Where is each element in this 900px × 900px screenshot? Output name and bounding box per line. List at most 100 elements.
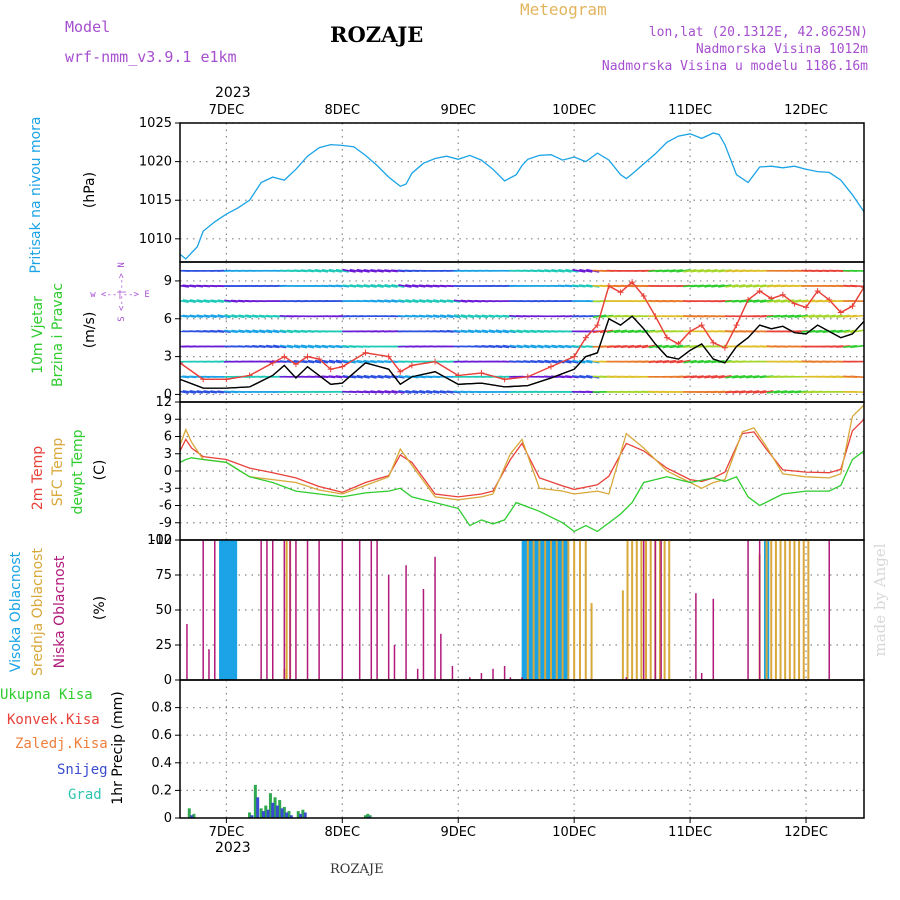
- wind-arrow: [704, 284, 718, 288]
- wind-arrow: [231, 329, 245, 334]
- bar: [668, 540, 671, 680]
- year-top: 2023: [215, 85, 251, 101]
- wind-arrow: [613, 329, 628, 334]
- wind-arrow: [627, 329, 642, 334]
- wind-arrow: [259, 329, 273, 334]
- wind-arrow: [599, 314, 614, 318]
- bar: [621, 590, 624, 680]
- bar: [640, 540, 643, 680]
- bar: [565, 540, 569, 680]
- wind-arrow: [251, 344, 266, 349]
- wind-arrow: [398, 284, 412, 288]
- bar: [273, 797, 277, 818]
- wind-arrow: [752, 299, 767, 303]
- wind-arrow: [335, 375, 350, 379]
- x-tick-label-bottom: 9DEC: [440, 825, 476, 840]
- bar: [260, 540, 262, 680]
- wind-arrow: [398, 299, 412, 303]
- bar: [658, 540, 661, 680]
- wind-arrow: [321, 359, 336, 364]
- series-line-0: [180, 132, 864, 260]
- y-tick-label: 3: [164, 447, 172, 462]
- wind-arrow: [752, 390, 767, 394]
- wind-arrow: [725, 284, 739, 288]
- y-tick-label: 6: [164, 312, 172, 327]
- bar: [434, 556, 436, 680]
- wind-arrow: [460, 314, 475, 319]
- wind-arrow: [180, 299, 189, 304]
- y-tick-label: 0.4: [151, 756, 172, 771]
- wind-arrow: [579, 374, 593, 379]
- wind-arrow: [836, 314, 850, 318]
- bar: [779, 540, 782, 680]
- wind-arrow: [565, 375, 579, 379]
- wind-arrow: [412, 284, 426, 288]
- wind-arrow: [523, 344, 537, 349]
- y-tick-label: 0: [164, 464, 172, 479]
- x-tick-label-top: 7DEC: [209, 103, 245, 118]
- wind-arrow: [453, 299, 468, 303]
- wind-arrow: [634, 344, 649, 349]
- wind-arrow: [203, 390, 217, 394]
- wind-arrow: [711, 359, 725, 364]
- bar: [289, 540, 291, 680]
- y-tick-label: 0.6: [151, 728, 172, 743]
- wind-arrow: [523, 329, 537, 334]
- y-tick-label: 25: [155, 638, 172, 653]
- wind-arrow: [363, 390, 377, 394]
- bar: [480, 673, 483, 680]
- model-elevation-text: Nadmorska Visina u modelu 1186.16m: [601, 59, 868, 74]
- elevation-text: Nadmorska Visina 1012m: [695, 42, 868, 57]
- wind-arrow: [704, 375, 718, 379]
- station-title: ROZAJE: [330, 22, 424, 47]
- y-tick-label: 0: [164, 387, 172, 402]
- bar: [798, 540, 801, 680]
- wind-arrow: [697, 269, 711, 273]
- wind-arrow: [196, 314, 210, 319]
- panel-2: -12 -9 -6 -3 0 3 6 9 12: [151, 395, 865, 548]
- wind-arrow: [384, 390, 398, 394]
- bar: [802, 540, 805, 680]
- wind-arrow: [349, 284, 363, 288]
- precip-label-hail: Grad: [68, 787, 102, 803]
- bar: [318, 540, 320, 680]
- bar: [526, 540, 529, 680]
- wind-arrow: [328, 344, 343, 349]
- bar: [555, 540, 558, 680]
- wind-compass-ew: w <--|--> E: [90, 290, 150, 300]
- bar: [626, 540, 629, 680]
- bar: [405, 565, 407, 680]
- x-tick-label-top: 12DEC: [784, 103, 828, 118]
- wind-arrow: [307, 359, 322, 364]
- bar: [645, 540, 648, 680]
- wind-arrow: [363, 374, 377, 379]
- x-tick-label-bottom: 8DEC: [325, 825, 361, 840]
- wind-arrow: [182, 299, 196, 304]
- bar: [234, 540, 238, 680]
- wind-arrow: [732, 374, 746, 379]
- bar: [261, 811, 265, 818]
- wind-arrow: [669, 359, 683, 364]
- series-group: [186, 540, 830, 680]
- wind-arrow: [391, 390, 405, 394]
- wind-arrow: [481, 329, 495, 334]
- bar: [578, 540, 581, 680]
- bar: [584, 540, 587, 680]
- wind-arrow: [349, 374, 363, 379]
- wind-arrow: [787, 299, 802, 303]
- wind-arrow: [245, 329, 259, 334]
- wind-arrow: [245, 314, 259, 319]
- precip-label-freezing: Zaledj.Kisa: [15, 736, 108, 752]
- wind-arrow: [189, 390, 203, 394]
- wind-arrow: [189, 299, 203, 304]
- wind-arrow: [718, 269, 732, 273]
- bar: [259, 808, 263, 818]
- wind-arrow: [509, 344, 523, 349]
- bar: [635, 540, 638, 680]
- y-tick-label: 1025: [139, 116, 172, 131]
- wind-arrow: [180, 390, 189, 394]
- wind-arrow: [238, 329, 252, 334]
- wind-arrow: [662, 269, 677, 273]
- bar: [556, 540, 560, 680]
- x-tick-label-top: 9DEC: [440, 103, 476, 118]
